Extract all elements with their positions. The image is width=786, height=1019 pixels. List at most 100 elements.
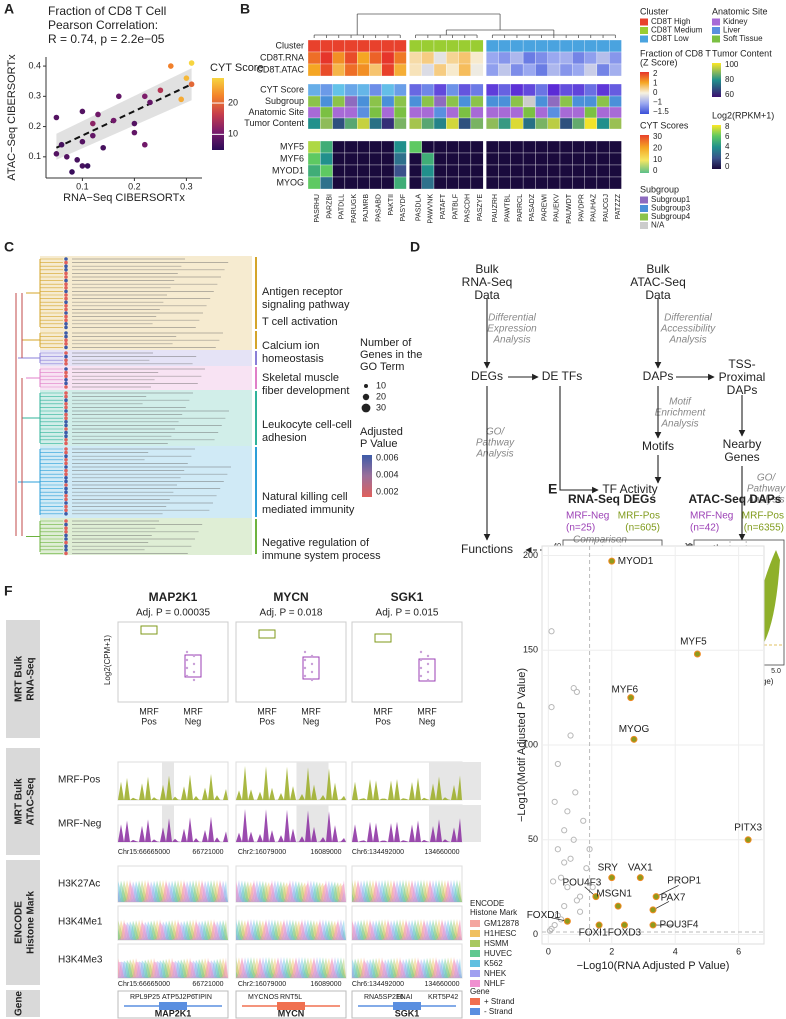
heat-cell — [559, 176, 573, 190]
heat-cell — [547, 140, 561, 154]
x-tick-label: 0 — [546, 946, 551, 956]
node-label: Bulk — [475, 262, 499, 276]
heat-cell — [421, 83, 435, 97]
heat-cell — [510, 176, 524, 190]
term-dot — [64, 378, 68, 382]
heat-cell — [486, 164, 499, 178]
heat-cell — [409, 39, 422, 53]
point — [649, 906, 657, 914]
point-label: PROP1 — [667, 875, 701, 886]
group-label: signaling pathway — [262, 299, 350, 311]
point — [592, 893, 600, 901]
heat-cell — [522, 63, 536, 77]
legend-swatch — [712, 35, 720, 43]
heat-cell — [535, 117, 548, 130]
histone-signal — [352, 879, 462, 902]
group-label: Leukocyte cell-cell — [262, 419, 352, 431]
heat-cell — [596, 140, 610, 154]
sample-dot — [419, 674, 423, 678]
term-dot — [64, 522, 68, 527]
heat-cell — [498, 140, 511, 154]
heat-cell — [433, 106, 447, 119]
histone-signal — [352, 957, 462, 978]
histone-signal — [352, 919, 462, 940]
heat-cell — [433, 140, 447, 154]
node-label: Bulk — [646, 262, 670, 276]
node-label: Proximal — [719, 370, 766, 384]
heat-cell — [510, 95, 524, 108]
histone-signal — [352, 957, 462, 978]
histone-signal — [236, 920, 346, 940]
node-label: DAPs — [643, 369, 674, 383]
heat-cell — [559, 39, 573, 53]
boxplot-pos — [258, 629, 276, 639]
heat-cell — [486, 51, 499, 65]
point — [589, 884, 596, 891]
legend-swatch — [712, 18, 720, 26]
heat-cell — [584, 83, 598, 97]
sample-label: PASCDH — [465, 194, 472, 223]
sample-label: PASDLA — [415, 194, 422, 221]
heat-cell — [572, 106, 585, 119]
point — [557, 874, 565, 881]
heat-cell — [357, 39, 370, 53]
node-label: Accessibility — [660, 324, 716, 335]
heat-cell — [421, 63, 435, 77]
heat-cell — [470, 51, 484, 65]
heat-cell — [522, 176, 536, 190]
heat-cell — [344, 106, 358, 119]
heat-cell — [307, 106, 321, 119]
heat-cell — [596, 83, 610, 97]
group-label: Negative regulation of — [262, 537, 370, 549]
legend-label: 20 — [376, 391, 386, 401]
sample-label: PARRCL — [517, 194, 524, 222]
histone-signal — [236, 957, 346, 978]
row-title: Gene — [14, 991, 25, 1016]
term-dot — [64, 530, 68, 534]
y-tick-label: 0 — [533, 929, 538, 939]
heat-cell — [344, 176, 358, 190]
heat-cell — [320, 51, 333, 65]
node-label: Pathway — [747, 484, 786, 495]
heat-cell — [470, 176, 484, 190]
heat-cell — [572, 152, 585, 166]
term-dot — [64, 526, 68, 530]
heat-cell — [421, 106, 435, 119]
term-dot — [64, 370, 68, 375]
group-label: Pos — [375, 716, 391, 726]
heat-cell — [320, 83, 333, 97]
legend-label: Soft Tissue — [723, 34, 763, 43]
term-dot — [64, 438, 68, 442]
heat-cell — [433, 63, 447, 77]
point — [554, 846, 561, 853]
heat-cell — [458, 83, 472, 97]
point — [564, 808, 571, 815]
sample-dot — [419, 666, 423, 670]
term-dot — [64, 533, 68, 538]
legend-label: K562 — [484, 959, 503, 968]
heat-cell — [421, 140, 435, 154]
point-label: POU4F3 — [562, 877, 601, 888]
group-label: Natural killing cell — [262, 491, 348, 503]
heat-cell — [344, 39, 358, 53]
heat-cell — [498, 51, 511, 65]
heat-cell — [446, 106, 459, 119]
sample-dot — [419, 650, 423, 654]
legend-title: Tumor Content — [712, 48, 772, 58]
heat-cell — [510, 39, 524, 53]
x-axis-label: −Log10(RNA Adjusted P Value) — [577, 960, 730, 972]
track-bg — [351, 905, 463, 941]
heat-cell — [547, 106, 561, 119]
histone-signal — [236, 957, 346, 978]
term-dot — [64, 447, 68, 451]
histone-signal — [236, 957, 346, 978]
heat-cell — [344, 140, 358, 154]
heat-cell — [584, 63, 598, 77]
node-label: Nearby — [723, 437, 762, 451]
heat-cell — [357, 63, 370, 77]
histone-signal — [352, 957, 462, 978]
y-axis-label: ATAC−Seq CIBERSORTx — [6, 54, 18, 181]
histone-signal — [118, 879, 228, 902]
sample-label: PATBLF — [452, 194, 459, 219]
term-dot — [64, 423, 68, 428]
